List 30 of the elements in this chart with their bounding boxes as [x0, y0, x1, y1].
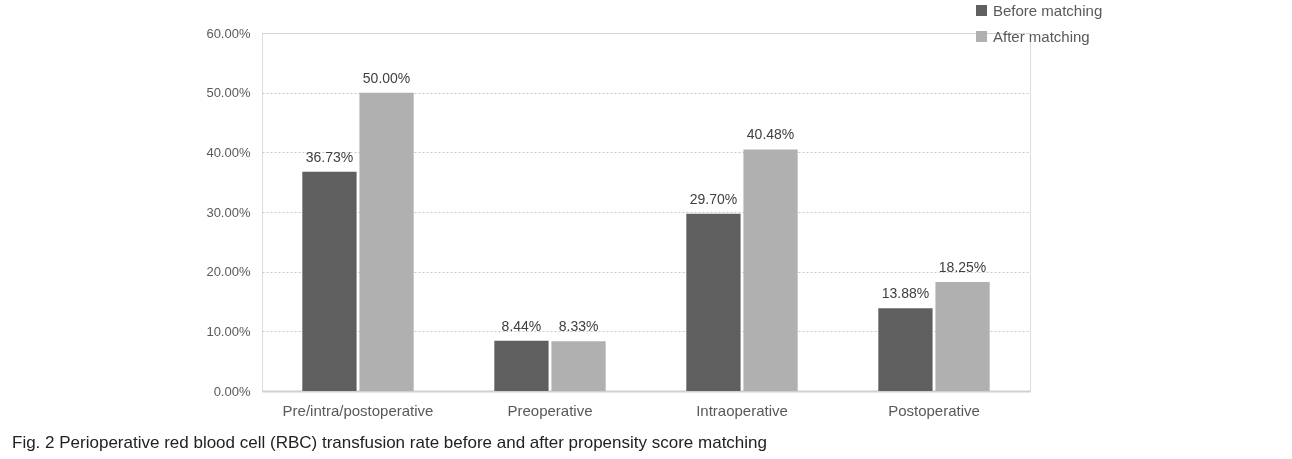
bar — [302, 171, 357, 391]
bar — [935, 282, 990, 391]
y-tick-label: 10.00% — [206, 323, 251, 339]
x-tick-label: Intraoperative — [696, 401, 788, 419]
bar — [743, 149, 798, 391]
legend-label: After matching — [993, 27, 1090, 45]
data-label: 36.73% — [305, 148, 354, 165]
y-tick-label: 50.00% — [206, 85, 251, 101]
bar — [551, 341, 606, 391]
bar — [359, 92, 414, 391]
data-label: 50.00% — [362, 69, 411, 86]
y-tick-label: 0.00% — [213, 383, 251, 399]
data-label: 29.70% — [689, 190, 738, 207]
data-label: 13.88% — [881, 285, 930, 302]
bar — [494, 340, 549, 391]
caption: Fig. 2 Perioperative red blood cell (RBC) transfusion rate before and after propensity score matching — [12, 433, 767, 452]
x-tick-label: Postoperative — [888, 401, 980, 419]
y-tick-label: 30.00% — [206, 204, 251, 220]
x-tick-label: Pre/intra/postoperative — [282, 401, 434, 419]
y-tick-label: 40.00% — [206, 144, 251, 160]
bar — [878, 308, 933, 391]
x-tick-label: Preoperative — [507, 401, 593, 419]
y-tick-label: 20.00% — [206, 264, 251, 280]
data-label: 8.33% — [558, 318, 599, 335]
data-label: 18.25% — [938, 259, 987, 276]
data-label: 8.44% — [501, 317, 542, 334]
y-tick-label: 60.00% — [206, 25, 251, 41]
legend-label: Before matching — [993, 1, 1103, 19]
data-label: 40.48% — [746, 126, 795, 143]
bar — [686, 213, 741, 391]
